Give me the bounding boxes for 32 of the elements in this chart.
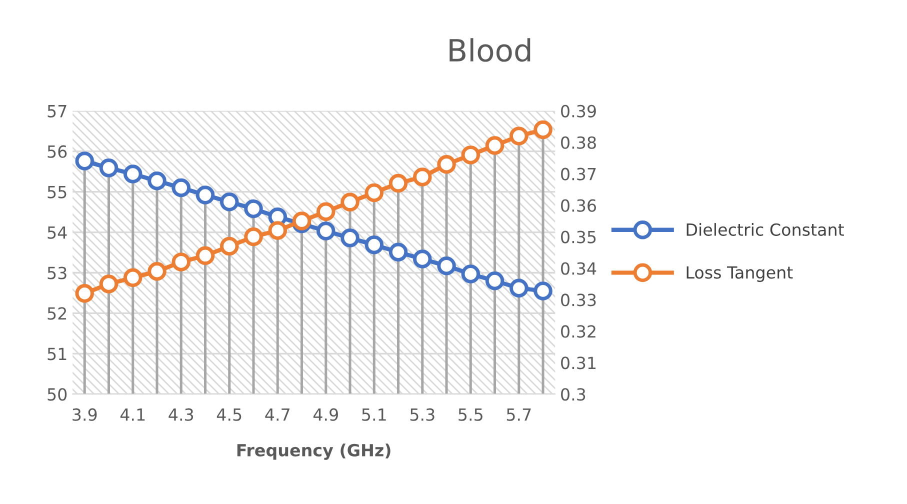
x-tick-label: 3.9 bbox=[72, 408, 97, 421]
x-tick-label: 4.1 bbox=[120, 408, 145, 421]
y2-tick-label: 0.32 bbox=[561, 325, 596, 338]
x-tick-label: 4.7 bbox=[265, 408, 290, 421]
y2-tick-label: 0.33 bbox=[561, 294, 596, 306]
x-tick-label: 4.3 bbox=[168, 408, 194, 421]
y-tick-label: 57 bbox=[48, 105, 66, 118]
chart-title: Blood bbox=[450, 38, 530, 62]
y2-tick-label: 0.3 bbox=[561, 388, 586, 401]
x-axis-title: Frequency (GHz) bbox=[237, 444, 390, 460]
legend-label: Loss Tangent bbox=[686, 266, 793, 282]
x-tick-label: 4.5 bbox=[216, 408, 242, 421]
y2-tick-label: 0.39 bbox=[561, 104, 596, 118]
y-tick-label: 51 bbox=[48, 348, 66, 360]
y2-tick-label: 0.35 bbox=[561, 230, 596, 244]
y-tick-label: 53 bbox=[48, 266, 66, 280]
x-tick-label: 5.7 bbox=[506, 408, 531, 421]
y2-tick-label: 0.34 bbox=[561, 262, 596, 275]
x-tick-label: 5.1 bbox=[362, 408, 386, 421]
y2-tick-label: 0.37 bbox=[561, 168, 596, 180]
y-tick-label: 55 bbox=[48, 186, 66, 198]
x-tick-label: 4.9 bbox=[313, 408, 338, 421]
y-tick-label: 50 bbox=[48, 388, 67, 401]
x-tick-label: 5.3 bbox=[410, 408, 434, 421]
y2-tick-label: 0.31 bbox=[561, 356, 596, 370]
legend-label: Dielectric Constant bbox=[686, 223, 844, 236]
y-tick-label: 52 bbox=[48, 307, 66, 320]
y2-tick-label: 0.38 bbox=[561, 136, 596, 149]
y-tick-label: 56 bbox=[48, 145, 67, 158]
y-tick-label: 54 bbox=[48, 226, 67, 239]
y2-tick-label: 0.36 bbox=[561, 199, 596, 212]
x-tick-label: 5.5 bbox=[458, 408, 482, 421]
